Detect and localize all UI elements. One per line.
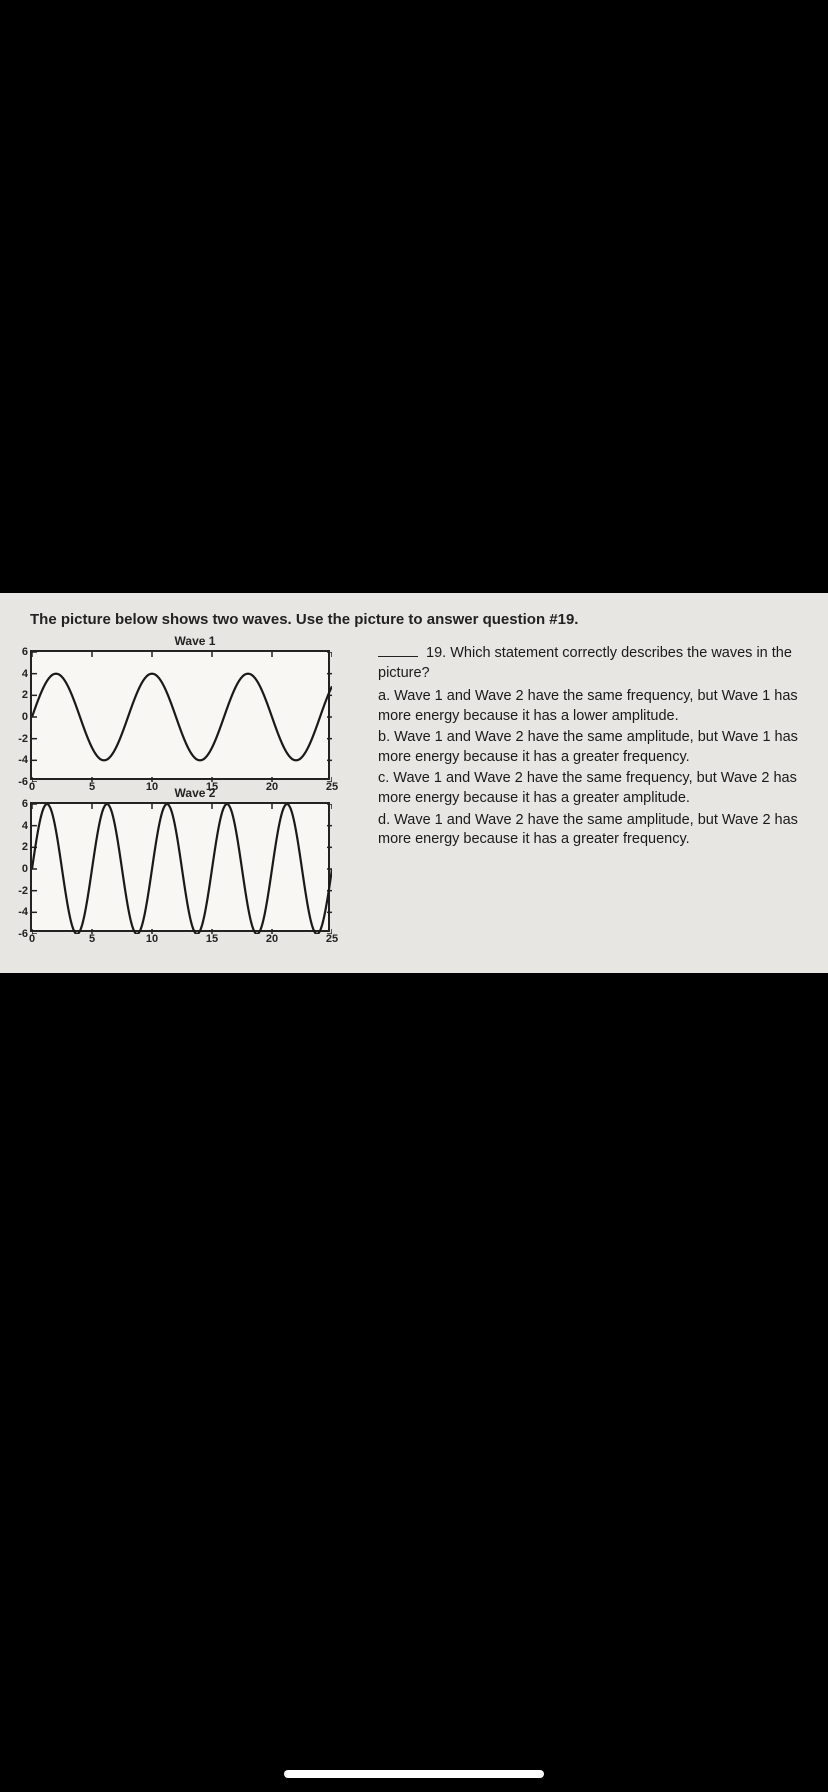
x-tick-label: 5 xyxy=(89,930,95,945)
x-tick-label: 25 xyxy=(326,778,338,793)
y-tick-label: 0 xyxy=(22,711,32,723)
x-tick-label: 25 xyxy=(326,930,338,945)
x-tick-label: 20 xyxy=(266,930,278,945)
y-tick-label: -4 xyxy=(18,754,32,766)
option-d: d. Wave 1 and Wave 2 have the same ampli… xyxy=(378,811,798,850)
y-tick-label: 4 xyxy=(22,820,32,832)
wave2-plot: -6-4-202460510152025 xyxy=(30,802,330,932)
y-tick-label: 6 xyxy=(22,646,32,658)
question-column: 19. Which statement correctly describes … xyxy=(378,634,798,852)
x-tick-label: 20 xyxy=(266,778,278,793)
y-tick-label: 6 xyxy=(22,798,32,810)
worksheet-photo: The picture below shows two waves. Use t… xyxy=(0,593,828,973)
wave1-plot: -6-4-202460510152025 xyxy=(30,650,330,780)
answer-blank xyxy=(378,656,418,657)
x-tick-label: 15 xyxy=(206,930,218,945)
x-tick-label: 10 xyxy=(146,778,158,793)
wave2-title: Wave 2 xyxy=(30,786,360,800)
content-row: Wave 1 -6-4-202460510152025 Wave 2 -6-4-… xyxy=(30,634,798,938)
option-b: b. Wave 1 and Wave 2 have the same ampli… xyxy=(378,728,798,767)
y-tick-label: 2 xyxy=(22,689,32,701)
charts-column: Wave 1 -6-4-202460510152025 Wave 2 -6-4-… xyxy=(30,634,360,938)
option-c: c. Wave 1 and Wave 2 have the same frequ… xyxy=(378,769,798,808)
wave1-title: Wave 1 xyxy=(30,634,360,648)
x-tick-label: 0 xyxy=(29,930,35,945)
question-stem: 19. Which statement correctly describes … xyxy=(378,644,798,683)
option-a: a. Wave 1 and Wave 2 have the same frequ… xyxy=(378,687,798,726)
x-tick-label: 10 xyxy=(146,930,158,945)
wave1-chart-block: Wave 1 -6-4-202460510152025 xyxy=(30,634,360,780)
y-tick-label: -2 xyxy=(18,885,32,897)
x-tick-label: 15 xyxy=(206,778,218,793)
question-number: 19. xyxy=(426,645,446,661)
wave2-chart-block: Wave 2 -6-4-202460510152025 xyxy=(30,786,360,932)
y-tick-label: -2 xyxy=(18,733,32,745)
instruction-text: The picture below shows two waves. Use t… xyxy=(30,611,798,628)
x-tick-label: 5 xyxy=(89,778,95,793)
y-tick-label: 0 xyxy=(22,863,32,875)
y-tick-label: -4 xyxy=(18,906,32,918)
y-tick-label: 4 xyxy=(22,668,32,680)
x-tick-label: 0 xyxy=(29,778,35,793)
home-indicator[interactable] xyxy=(284,1770,544,1778)
y-tick-label: 2 xyxy=(22,841,32,853)
